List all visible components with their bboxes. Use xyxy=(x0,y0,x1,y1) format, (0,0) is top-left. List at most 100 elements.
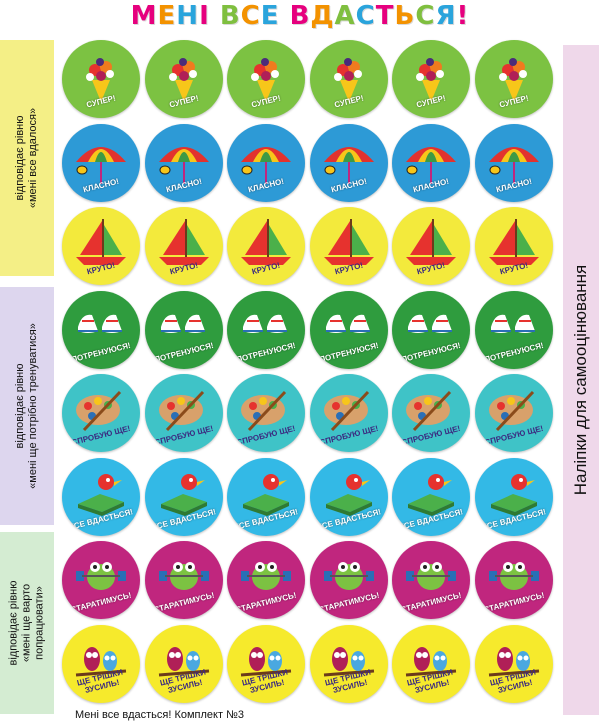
sticker: СТАРАТИМУСЬ! xyxy=(144,541,223,619)
level-label-text: відповідає рівню «мені ще варто попрацюв… xyxy=(7,580,46,666)
sticker: КРУТО! xyxy=(392,207,470,285)
footer-caption: Мені все вдасться! Комплект №3 xyxy=(75,709,244,721)
sticker: ПОТРЕНУЮСЯ! xyxy=(227,290,305,369)
sticker: СПРОБУЮ ЩЕ! xyxy=(474,374,553,452)
sneakers-icon xyxy=(490,314,535,333)
umbrella-bee-icon xyxy=(241,146,291,184)
sticker-grid: СУПЕР! СУПЕР! СУПЕР! СУПЕР! СУПЕР! СУПЕР! КЛАС… xyxy=(62,40,558,710)
title-letter: С xyxy=(240,1,261,31)
sticker: ЩЕ ТРІШКИ ЗУСИЛЬ! xyxy=(309,624,388,703)
sticker: ЩЕ ТРІШКИ ЗУСИЛЬ! xyxy=(474,624,553,703)
owls-branch-icon xyxy=(158,646,209,676)
sticker: КЛАСНО! xyxy=(309,123,388,202)
level-label-practice: відповідає рівню «мені ще потрібно трену… xyxy=(0,287,54,525)
sticker: СУПЕР! xyxy=(227,40,305,118)
sticker: ПОТРЕНУЮСЯ! xyxy=(392,290,470,369)
sneakers-icon xyxy=(78,314,122,333)
title-letter: Е xyxy=(157,1,177,31)
sailboat-icon xyxy=(406,219,456,265)
title-letter: А xyxy=(334,1,356,31)
sailboat-icon xyxy=(488,219,539,265)
title-letter: Е xyxy=(260,1,280,31)
frog-dumbbells-icon xyxy=(76,562,126,590)
sailboat-icon xyxy=(158,219,209,265)
sticker: КРУТО! xyxy=(144,207,223,285)
level-label-success: відповідає рівню «мені все вдалося» xyxy=(0,40,54,276)
frog-dumbbells-icon xyxy=(323,562,374,590)
sticker: УСЕ ВДАСТЬСЯ! xyxy=(309,457,388,536)
level-label-text: відповідає рівню «мені ще потрібно трену… xyxy=(14,323,39,489)
paint-palette-icon xyxy=(488,390,534,432)
title-letter: Н xyxy=(176,1,200,31)
level-label-text: відповідає рівню «мені все вдалося» xyxy=(14,107,39,209)
frog-dumbbells-icon xyxy=(488,562,539,590)
sticker: КЛАСНО! xyxy=(144,123,223,202)
owls-branch-icon xyxy=(488,646,539,676)
umbrella-bee-icon xyxy=(406,146,456,184)
title-letter: Д xyxy=(310,1,335,31)
sneakers-icon xyxy=(243,314,287,333)
umbrella-bee-icon xyxy=(488,146,539,184)
sailboat-icon xyxy=(241,219,291,265)
sticker: КЛАСНО! xyxy=(392,123,470,202)
sticker: ЩЕ ТРІШКИ ЗУСИЛЬ! xyxy=(62,624,140,703)
sticker: СПРОБУЮ ЩЕ! xyxy=(392,374,470,452)
sticker: ЩЕ ТРІШКИ ЗУСИЛЬ! xyxy=(144,624,223,703)
sticker: СТАРАТИМУСЬ! xyxy=(227,541,305,619)
title-letter: В xyxy=(289,1,311,31)
sticker: СТАРАТИМУСЬ! xyxy=(62,541,140,619)
sticker: ЩЕ ТРІШКИ ЗУСИЛЬ! xyxy=(392,624,470,703)
sticker: СПРОБУЮ ЩЕ! xyxy=(62,374,140,452)
paint-palette-icon xyxy=(158,390,204,432)
frog-dumbbells-icon xyxy=(158,562,209,590)
sticker: КРУТО! xyxy=(62,207,140,285)
paint-palette-icon xyxy=(76,390,122,432)
sticker: УСЕ ВДАСТЬСЯ! xyxy=(62,457,140,536)
sticker: СУПЕР! xyxy=(392,40,470,118)
title-letter: Я xyxy=(435,1,457,31)
paint-palette-icon xyxy=(323,390,369,432)
title-letter: І xyxy=(199,1,210,31)
flower-bouquet-icon xyxy=(86,58,114,102)
owls-branch-icon xyxy=(240,646,292,676)
sticker: СПРОБУЮ ЩЕ! xyxy=(144,374,223,452)
sticker: СУПЕР! xyxy=(474,40,553,118)
owls-branch-icon xyxy=(323,646,374,676)
sticker: УСЕ ВДАСТЬСЯ! xyxy=(474,457,553,536)
title-letter: ! xyxy=(456,1,470,31)
sticker: СТАРАТИМУСЬ! xyxy=(309,541,388,619)
level-label-work: відповідає рівню «мені ще варто попрацюв… xyxy=(0,532,54,714)
paint-palette-icon xyxy=(241,390,287,432)
sticker: КРУТО! xyxy=(227,207,305,285)
umbrella-bee-icon xyxy=(323,146,374,184)
title-letter: С xyxy=(415,1,436,31)
sticker: ПОТРЕНУЮСЯ! xyxy=(474,290,553,369)
flower-bouquet-icon xyxy=(168,58,197,102)
sailboat-icon xyxy=(76,219,126,265)
flower-bouquet-icon xyxy=(333,58,362,102)
bird-book-icon xyxy=(78,473,124,516)
bird-book-icon xyxy=(160,473,207,516)
sticker: СТАРАТИМУСЬ! xyxy=(392,541,470,619)
sticker: ЩЕ ТРІШКИ ЗУСИЛЬ! xyxy=(227,624,305,703)
bird-book-icon xyxy=(243,473,289,516)
sneakers-icon xyxy=(325,314,370,333)
sticker: СТАРАТИМУСЬ! xyxy=(474,541,553,619)
title-letter: Ь xyxy=(394,1,416,31)
sticker: УСЕ ВДАСТЬСЯ! xyxy=(227,457,305,536)
bird-book-icon xyxy=(490,473,537,516)
owls-branch-icon xyxy=(405,646,457,676)
page-title: МЕНІ ВСЕ ВДАСТЬСЯ! xyxy=(0,0,600,34)
sticker: УСЕ ВДАСТЬСЯ! xyxy=(144,457,223,536)
title-letter xyxy=(280,0,290,32)
bird-book-icon xyxy=(325,473,372,516)
sticker: ПОТРЕНУЮСЯ! xyxy=(62,290,140,369)
sticker: КЛАСНО! xyxy=(62,123,140,202)
sneakers-icon xyxy=(408,314,452,333)
sticker: КЛАСНО! xyxy=(227,123,305,202)
title-letter: В xyxy=(219,1,241,31)
sticker: УСЕ ВДАСТЬСЯ! xyxy=(392,457,470,536)
sticker: КЛАСНО! xyxy=(474,123,553,202)
sticker: ПОТРЕНУЮСЯ! xyxy=(309,290,388,369)
bird-book-icon xyxy=(408,473,454,516)
